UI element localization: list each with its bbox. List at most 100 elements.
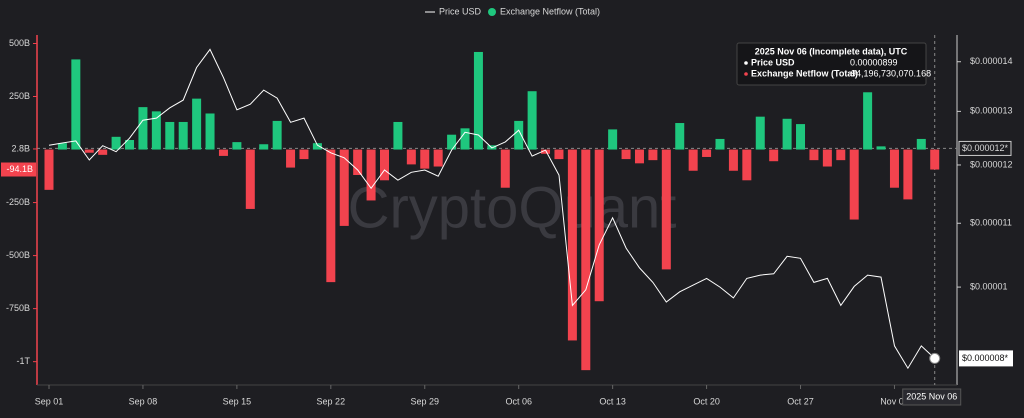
y-tick-label: 2.8B [11, 143, 30, 153]
price-line [48, 48, 936, 370]
tooltip-name: Exchange Netflow (Total) [751, 68, 858, 78]
y2-tick-label: $0.000013 [970, 106, 1013, 116]
bar [688, 149, 698, 171]
tooltip-value: 0.00000899 [850, 57, 898, 67]
legend-label: Price USD [439, 6, 482, 16]
bar [930, 149, 940, 170]
y-marker-box [1, 162, 36, 177]
bar [218, 149, 228, 156]
tooltip-title: 2025 Nov 06 (Incomplete data), UTC [755, 46, 908, 56]
y2-last-box [959, 350, 1013, 367]
bar [339, 149, 349, 226]
x-tick-label: Oct 27 [787, 396, 814, 406]
bar [782, 118, 792, 150]
bar [192, 98, 202, 150]
x-tick-label: Oct 13 [599, 396, 626, 406]
x-tick-label: Nov 03 [880, 396, 909, 406]
bar [57, 143, 67, 150]
bar [849, 149, 859, 220]
bar [863, 92, 873, 150]
bar [675, 123, 685, 150]
x-tick-label: Sep 22 [317, 396, 346, 406]
bar [84, 149, 94, 153]
bar [728, 149, 738, 171]
bar [500, 149, 510, 188]
y2-marker-box [958, 140, 1012, 156]
bar [125, 140, 135, 150]
bar [755, 116, 765, 150]
bar [822, 149, 832, 167]
bar [514, 120, 524, 150]
y-tick-label: -500B [6, 250, 30, 260]
bar [702, 149, 712, 157]
bar [299, 149, 309, 160]
x-marker-label: 2025 Nov 06 [906, 391, 957, 401]
bar [608, 129, 618, 150]
y2-tick-label: $0.00001 [970, 281, 1008, 291]
bar [769, 149, 779, 162]
y2-last-label: $0.000008* [962, 353, 1009, 363]
bar [527, 91, 537, 150]
bar [259, 144, 269, 150]
bar [621, 149, 631, 160]
bar [567, 149, 577, 341]
bar [366, 149, 376, 201]
bar [460, 128, 470, 150]
bar [326, 149, 336, 283]
bar [272, 120, 282, 150]
bar [380, 149, 389, 181]
x-tick-label: Sep 15 [223, 396, 252, 406]
bar [44, 149, 54, 190]
bar [541, 149, 551, 154]
tooltip-value: -94,196,730,070.168 [848, 68, 931, 78]
bar [205, 113, 215, 150]
tooltip-dot [744, 72, 748, 76]
bar [165, 121, 175, 150]
x-marker-box [902, 388, 962, 406]
bar [420, 149, 430, 169]
x-tick-label: Sep 29 [410, 396, 439, 406]
tooltip-dot [744, 61, 748, 65]
bar [554, 149, 564, 160]
bar [232, 142, 242, 150]
watermark: CryptoQuant [348, 175, 677, 240]
y-tick-label: -750B [6, 303, 30, 313]
bar [903, 149, 913, 200]
bar [836, 149, 846, 161]
bar [634, 149, 644, 164]
bar [178, 121, 188, 150]
bar [312, 143, 322, 150]
bar [581, 149, 591, 371]
y2-marker-label: $0.000012* [962, 143, 1009, 153]
bar [796, 124, 806, 150]
bar [433, 149, 443, 167]
bar [138, 107, 148, 150]
bar [98, 149, 108, 155]
tooltip-name: Price USD [751, 57, 795, 67]
bar [286, 149, 296, 168]
bar [406, 149, 416, 165]
y-tick-label: -250B [6, 197, 30, 207]
x-tick-label: Sep 01 [35, 396, 64, 406]
bar [245, 149, 255, 209]
y-marker-label: -94.1B [6, 164, 33, 174]
x-tick-label: Oct 06 [505, 396, 532, 406]
bar [889, 149, 899, 188]
legend-dot [488, 8, 496, 16]
tooltip [736, 42, 927, 86]
bar [353, 149, 363, 175]
y2-tick-label: $0.000014 [970, 56, 1013, 66]
last-point [929, 352, 941, 364]
y-tick-label: -1T [17, 356, 31, 366]
bar [594, 149, 604, 302]
bar [809, 149, 819, 161]
bar [151, 111, 161, 150]
bar [473, 51, 483, 150]
y2-tick-label: $0.000011 [970, 218, 1012, 228]
bar [393, 121, 403, 150]
y-tick-label: 250B [9, 91, 30, 101]
legend-label: Exchange Netflow (Total) [500, 6, 600, 16]
bar [876, 146, 886, 150]
bar [916, 138, 926, 150]
